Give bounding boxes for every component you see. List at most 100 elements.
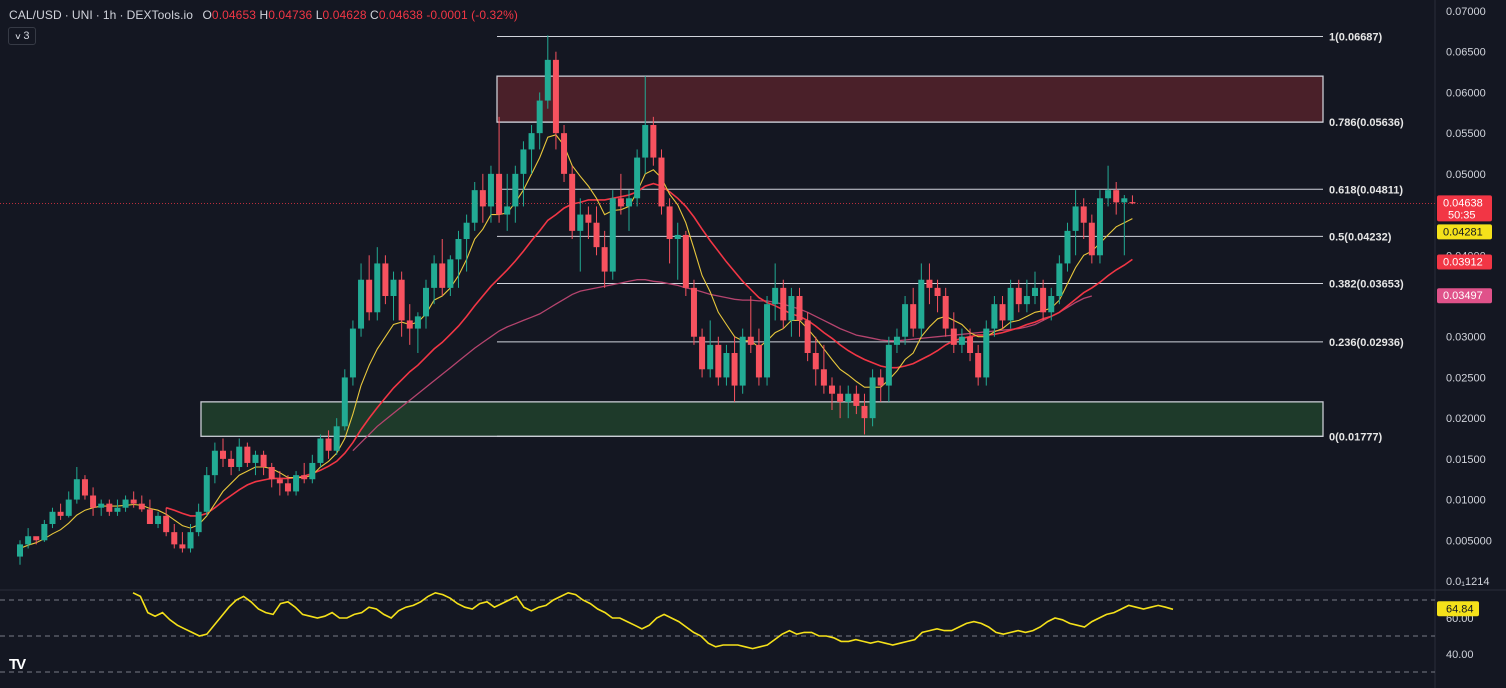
candle — [130, 491, 137, 508]
candle — [577, 198, 584, 272]
candle — [366, 255, 373, 321]
countdown-label: 50:35 — [1448, 209, 1476, 221]
candle — [1056, 255, 1063, 305]
indicators-toggle-button[interactable]: ∨ 3 — [8, 27, 36, 45]
candle — [81, 475, 88, 500]
candles — [17, 35, 1136, 565]
candle-body — [601, 247, 608, 272]
price-tick: 0.005000 — [1446, 535, 1492, 547]
candle-body — [81, 479, 88, 496]
candle-body — [877, 377, 884, 386]
candle — [958, 328, 965, 354]
candle — [1007, 279, 1014, 329]
candle-body — [138, 503, 145, 510]
symbol-legend: CAL/USD · UNI · 1h · DEXTools.io O0.04653 H0.0… — [9, 8, 518, 22]
candle — [893, 328, 900, 354]
candle-body — [577, 214, 584, 231]
candle-body — [626, 198, 632, 207]
candle — [902, 296, 909, 345]
candle — [569, 165, 576, 240]
candle — [1096, 190, 1103, 264]
candle-body — [163, 515, 170, 533]
candle-body — [195, 511, 202, 533]
candle — [910, 287, 917, 337]
candle — [804, 312, 811, 362]
candle — [885, 336, 892, 402]
price-tick: 0.03000 — [1446, 332, 1486, 344]
candle-body — [252, 454, 259, 463]
candle-body — [65, 499, 72, 516]
candle — [747, 296, 754, 354]
fib-label-1: 0.786(0.05636) — [1329, 117, 1404, 129]
candle-body — [561, 133, 568, 174]
price-tick: 0.05500 — [1446, 128, 1486, 140]
candle — [820, 344, 827, 394]
rsi-value-label: 64.84 — [1446, 603, 1474, 615]
zones — [200, 75, 1324, 437]
candle — [1040, 279, 1047, 321]
rsi-tick: 40.00 — [1446, 649, 1474, 661]
candle-body — [1072, 206, 1079, 231]
candle-body — [1105, 190, 1112, 199]
candle — [520, 141, 527, 207]
candle-body — [155, 515, 162, 525]
candle — [349, 320, 356, 386]
candle-body — [463, 222, 470, 240]
candle-body — [910, 304, 917, 329]
candle — [1048, 287, 1055, 321]
candle — [317, 434, 324, 468]
candle-body — [487, 173, 494, 207]
candle — [715, 336, 722, 386]
price-tag-label: 0.03497 — [1443, 290, 1483, 302]
price-tag-bg — [1437, 288, 1492, 304]
candle — [950, 312, 957, 354]
interval-label: 1h — [102, 8, 117, 22]
candle-body — [1040, 287, 1047, 313]
candle-body — [747, 336, 754, 345]
candle-body — [179, 544, 186, 549]
candle — [309, 454, 316, 484]
candle-body — [398, 279, 405, 321]
candle — [772, 263, 779, 321]
candle — [479, 173, 486, 223]
candle — [512, 165, 519, 223]
open-value: 0.04653 — [211, 8, 256, 22]
candle-body — [236, 446, 243, 468]
candle-body — [106, 503, 113, 512]
candle-body — [49, 511, 56, 525]
chevron-down-icon: ∨ — [13, 31, 22, 41]
candle-body — [666, 206, 673, 240]
candle — [390, 271, 397, 321]
candle — [244, 442, 251, 468]
candle-body — [772, 287, 779, 305]
candle-body — [804, 320, 811, 354]
candle — [853, 385, 860, 415]
price-tick: 0.06500 — [1446, 47, 1486, 59]
candle-body — [788, 296, 795, 321]
candle — [73, 467, 80, 504]
candle — [195, 503, 202, 537]
candle-body — [861, 405, 868, 419]
candle — [374, 247, 381, 321]
candle — [699, 328, 706, 378]
candle — [975, 344, 982, 386]
candle-body — [57, 511, 64, 516]
candle — [57, 503, 64, 520]
fib-label-0: 1(0.06687) — [1329, 31, 1383, 43]
price-tick: 0.06000 — [1446, 87, 1486, 99]
candle — [991, 296, 998, 337]
price-tag-bg — [1437, 254, 1492, 270]
candle-body — [764, 304, 771, 378]
candle — [487, 165, 494, 223]
candle-body — [536, 100, 543, 134]
price-tick: 0.05000 — [1446, 169, 1486, 181]
candle — [999, 296, 1006, 329]
candle-body — [187, 532, 194, 549]
candle-body — [114, 507, 121, 512]
candle — [1088, 214, 1095, 264]
candle — [845, 385, 852, 419]
candle-body — [301, 475, 308, 480]
tradingview-logo-icon[interactable]: TV — [9, 656, 26, 673]
